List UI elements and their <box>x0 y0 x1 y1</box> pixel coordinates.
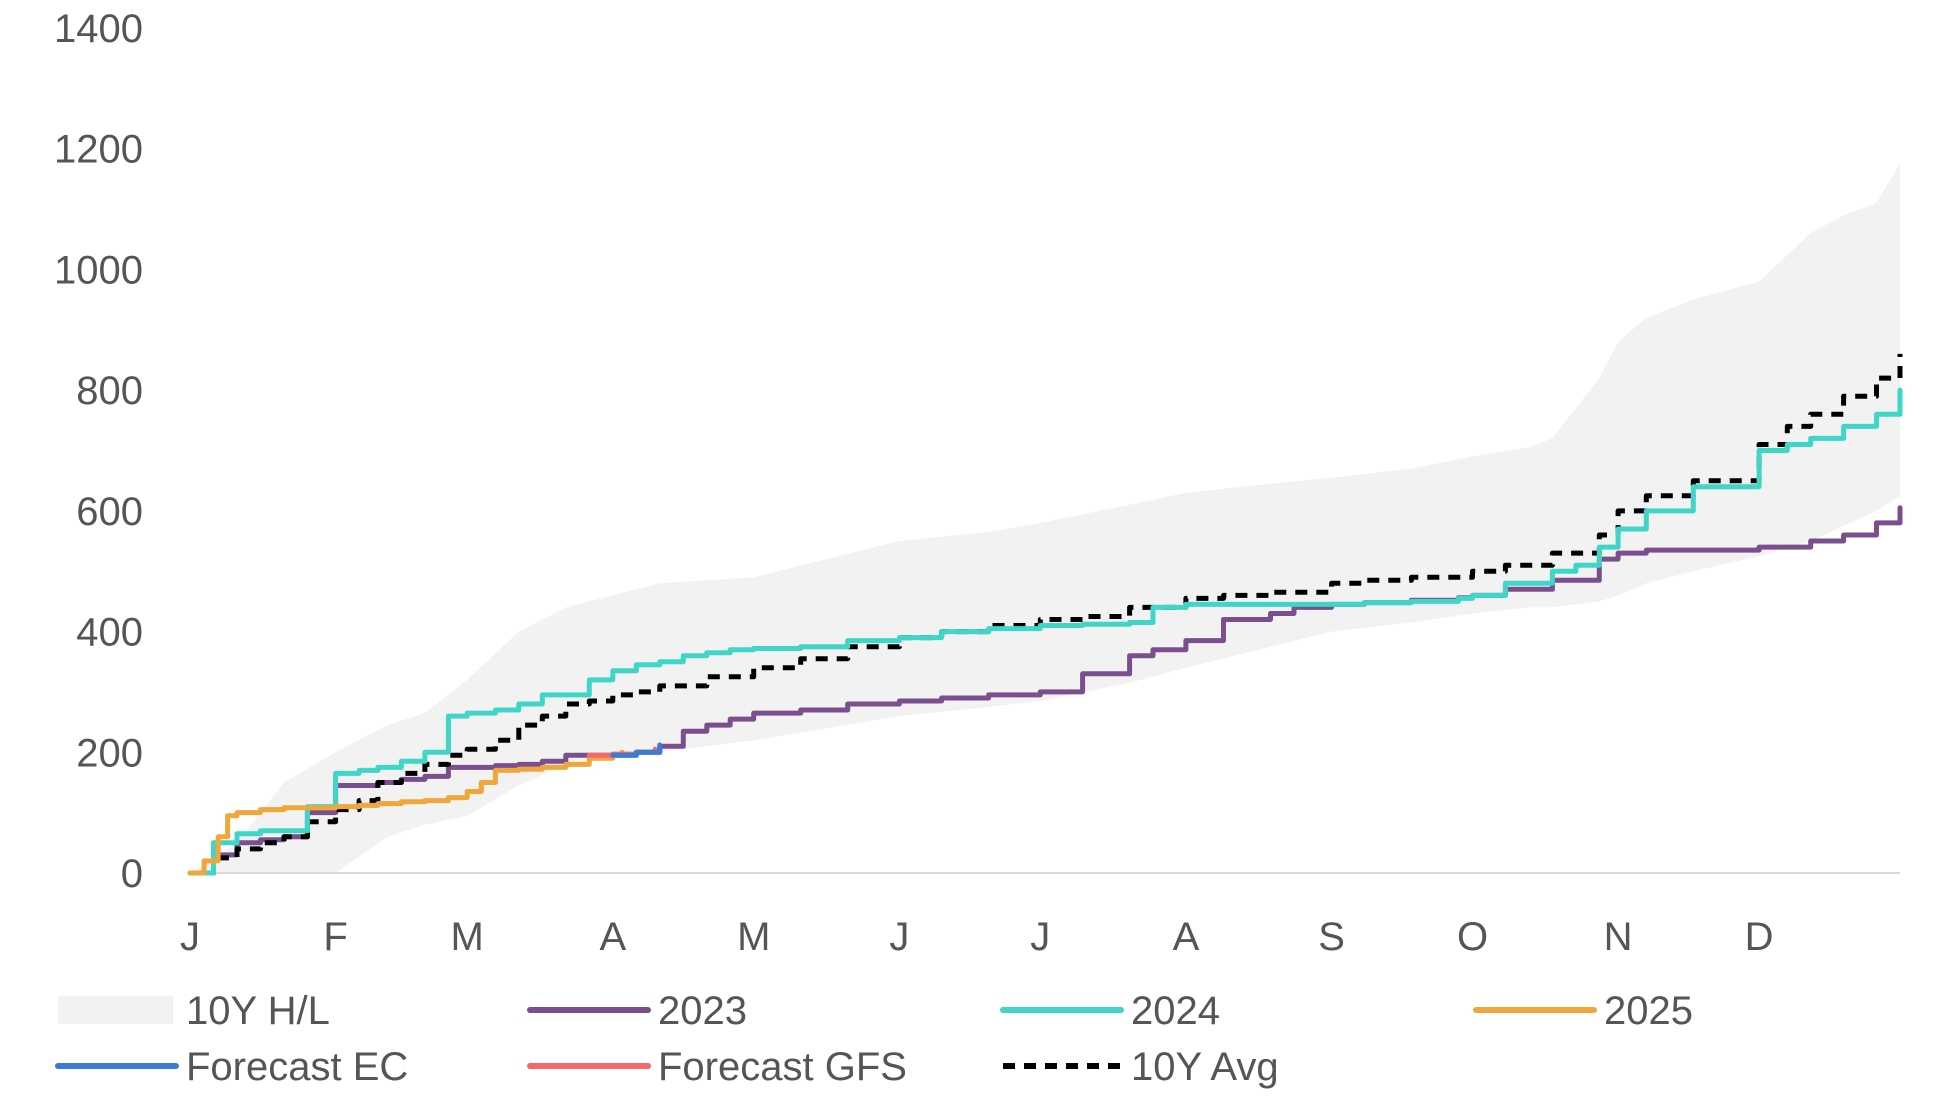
legend-item: 10Y H/L <box>58 989 330 1033</box>
series-2024 <box>187 387 1903 876</box>
y-tick-label: 1400 <box>54 7 143 51</box>
band-10y-high-low <box>190 163 1900 874</box>
y-tick-label: 1200 <box>54 128 143 172</box>
axis-layer: 0 200 400 600 800 1000 1200 1400 J F M A M J J A S O N D <box>54 7 1900 959</box>
x-tick-label: J <box>1030 915 1050 959</box>
y-tick-label: 0 <box>121 852 143 896</box>
legend-item: Forecast GFS <box>527 1045 907 1089</box>
y-tick-label: 200 <box>76 731 143 775</box>
x-tick-label: M <box>451 915 484 959</box>
x-tick-label: F <box>323 915 347 959</box>
series-2025 <box>187 749 625 876</box>
x-tick-label: A <box>599 915 626 959</box>
y-tick-label: 1000 <box>54 248 143 292</box>
legend-swatch-band <box>58 996 173 1024</box>
legend-label: 2024 <box>1131 989 1220 1033</box>
legend-label: 2023 <box>658 989 747 1033</box>
x-tick-label: N <box>1604 915 1633 959</box>
legend: 10Y H/L 2023 2024 2025 Forecast EC Forecast G… <box>55 989 1693 1089</box>
legend-label: Forecast GFS <box>658 1045 907 1089</box>
legend-item: 2024 <box>1000 989 1220 1033</box>
y-tick-label: 400 <box>76 611 143 655</box>
series-layer <box>187 353 1903 876</box>
x-tick-label: S <box>1318 915 1345 959</box>
series-forecast-ec <box>610 742 663 758</box>
x-tick-label: D <box>1745 915 1774 959</box>
x-tick-label: J <box>889 915 909 959</box>
x-tick-label: O <box>1457 915 1488 959</box>
legend-item: 2023 <box>527 989 747 1033</box>
legend-item: Forecast EC <box>55 1045 408 1089</box>
band-layer <box>190 163 1900 874</box>
legend-item: 10Y Avg <box>1003 1045 1279 1089</box>
x-tick-label: M <box>737 915 770 959</box>
legend-label: 10Y H/L <box>186 989 330 1033</box>
y-tick-label: 800 <box>76 369 143 413</box>
x-tick-label: A <box>1173 915 1200 959</box>
legend-label: 2025 <box>1604 989 1693 1033</box>
legend-label: 10Y Avg <box>1131 1045 1279 1089</box>
y-tick-label: 600 <box>76 490 143 534</box>
legend-item: 2025 <box>1473 989 1693 1033</box>
series-10y-avg <box>190 353 1903 876</box>
x-tick-label: J <box>180 915 200 959</box>
legend-label: Forecast EC <box>186 1045 408 1089</box>
